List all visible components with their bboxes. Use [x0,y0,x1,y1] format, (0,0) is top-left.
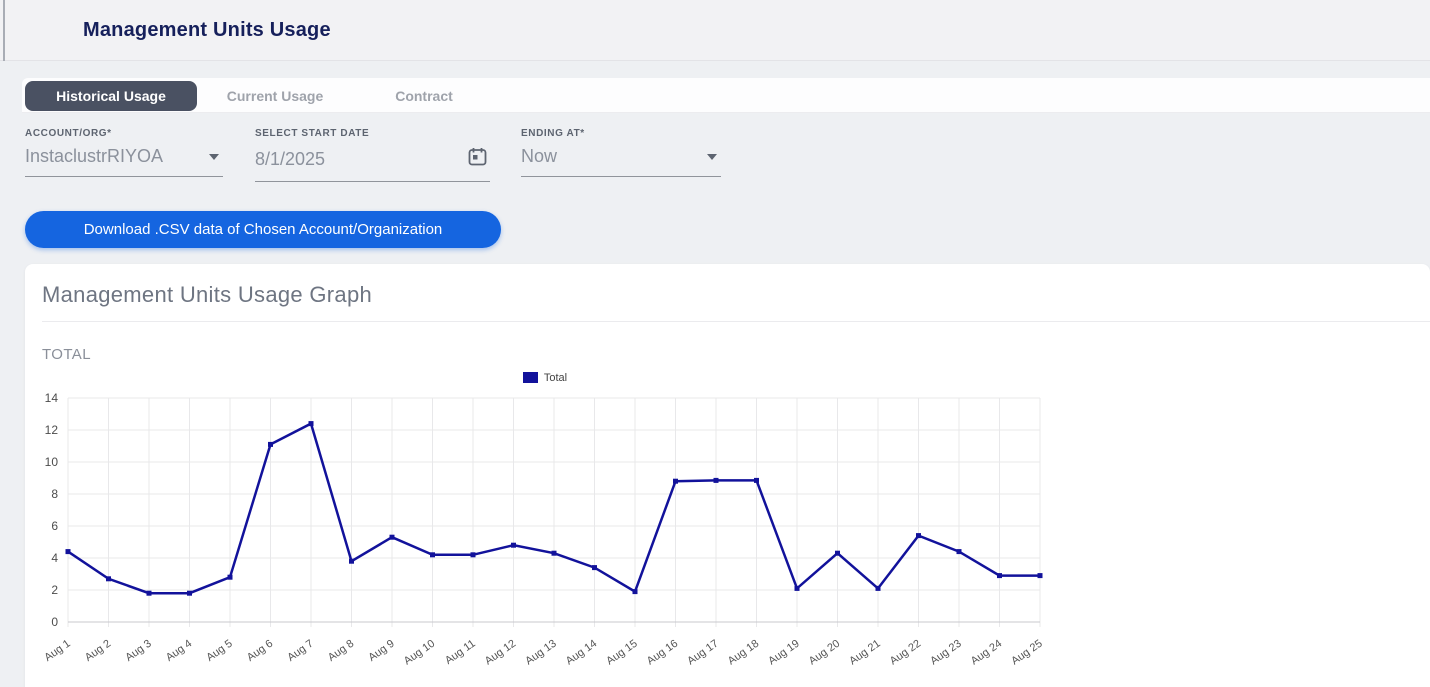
start-date-field: SELECT START DATE 8/1/2025 [255,128,490,182]
svg-text:14: 14 [45,391,59,405]
legend-swatch-total [522,372,538,383]
svg-text:Aug 12: Aug 12 [483,638,518,668]
start-date-value: 8/1/2025 [255,148,326,169]
svg-text:Aug 19: Aug 19 [766,638,801,668]
svg-text:Aug 2: Aug 2 [83,638,113,664]
tab-contract[interactable]: Contract [395,88,453,104]
graph-card-title: Management Units Usage Graph [42,282,373,307]
legend-label-total: Total [543,372,568,384]
page-header: Management Units Usage [0,0,1430,61]
tab-bar: Historical Usage Current Usage Contract [22,78,1430,113]
svg-text:Aug 22: Aug 22 [888,638,923,668]
svg-text:4: 4 [51,551,58,565]
svg-text:12: 12 [45,423,59,437]
chart-legend[interactable]: Total [38,372,1052,384]
svg-text:0: 0 [51,615,58,629]
tab-current-usage[interactable]: Current Usage [226,88,324,104]
svg-text:Aug 23: Aug 23 [928,638,963,668]
svg-text:8: 8 [51,487,58,501]
calendar-icon[interactable] [467,146,488,172]
svg-text:Aug 17: Aug 17 [685,638,720,668]
svg-text:Aug 11: Aug 11 [443,638,478,667]
chart-area: Aug 1 Aug 2 Aug 3 Aug 4 Aug 5 Aug 6 Aug 7 Aug 8… [38,390,1052,687]
account-org-value: InstaclustrRIYOA [25,146,164,166]
svg-text:Aug 24: Aug 24 [969,638,1004,668]
account-org-label: ACCOUNT/ORG* [25,128,112,139]
download-csv-button[interactable]: Download .CSV data of Chosen Account/Org… [25,211,501,248]
card-divider [42,321,1430,322]
chevron-down-icon [209,153,219,160]
svg-text:Aug 15: Aug 15 [604,638,639,668]
account-org-select[interactable]: InstaclustrRIYOA [25,146,223,177]
svg-text:Aug 4: Aug 4 [164,638,194,664]
svg-text:Aug 7: Aug 7 [285,638,315,664]
total-section-label: TOTAL [42,346,91,363]
ending-at-select[interactable]: Now [521,146,721,177]
ending-at-value: Now [521,146,558,166]
svg-text:Aug 13: Aug 13 [523,638,558,668]
svg-text:6: 6 [51,519,58,533]
start-date-input[interactable]: 8/1/2025 [255,146,490,182]
svg-text:Aug 5: Aug 5 [204,638,234,664]
usage-graph-card: Management Units Usage Graph TOTAL Total… [25,264,1430,687]
svg-text:Aug 8: Aug 8 [326,638,356,664]
svg-text:Aug 16: Aug 16 [645,638,680,668]
ending-at-label: ENDING AT* [521,128,585,139]
usage-line-chart: Aug 1 Aug 2 Aug 3 Aug 4 Aug 5 Aug 6 Aug 7 Aug 8… [42,391,1044,668]
svg-text:Aug 6: Aug 6 [245,638,275,664]
svg-text:Aug 20: Aug 20 [807,638,842,668]
svg-text:10: 10 [45,455,59,469]
sidebar-edge-divider [3,0,5,61]
page-title: Management Units Usage [83,19,331,41]
svg-text:2: 2 [51,583,58,597]
svg-text:Aug 18: Aug 18 [726,638,761,668]
ending-at-field: ENDING AT* Now [521,128,721,177]
svg-text:Aug 9: Aug 9 [366,638,396,664]
svg-text:Aug 21: Aug 21 [847,638,882,668]
start-date-label: SELECT START DATE [255,128,370,139]
tab-historical-usage[interactable]: Historical Usage [25,81,197,111]
svg-text:Aug 1: Aug 1 [42,638,72,664]
svg-text:Aug 14: Aug 14 [564,638,599,668]
chevron-down-icon [707,153,717,160]
svg-text:Aug 3: Aug 3 [123,638,153,664]
account-org-field: ACCOUNT/ORG* InstaclustrRIYOA [25,128,223,177]
svg-text:Aug 10: Aug 10 [402,638,437,668]
svg-text:Aug 25: Aug 25 [1009,638,1044,668]
